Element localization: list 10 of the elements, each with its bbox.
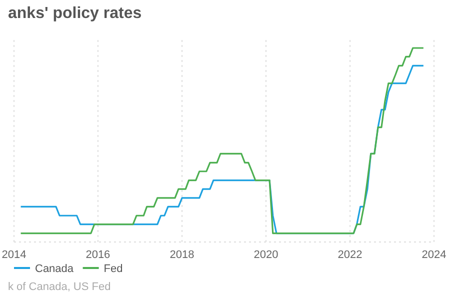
text: k of Canada, US Fed <box>8 281 111 293</box>
x-tick-label: 2022 <box>338 249 362 261</box>
x-tick-label: 2020 <box>254 249 278 261</box>
legend-label: Canada <box>35 263 74 275</box>
legend-label: Fed <box>104 263 123 275</box>
chart-title: anks' policy rates <box>8 5 142 22</box>
x-tick-label: 2016 <box>86 249 110 261</box>
x-tick-label: 2024 <box>422 249 446 261</box>
x-tick-label: 2014 <box>2 249 26 261</box>
x-tick-label: 2018 <box>170 249 194 261</box>
